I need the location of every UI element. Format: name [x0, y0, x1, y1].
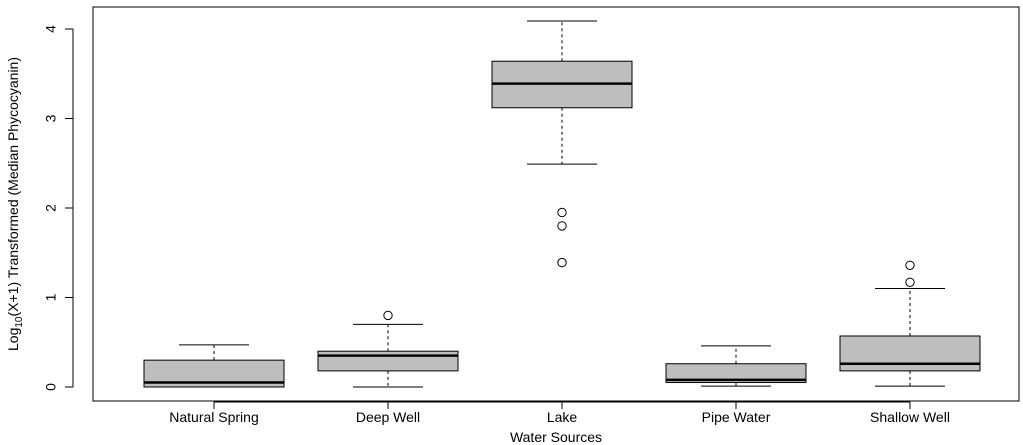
- x-tick-label-0: Natural Spring: [169, 409, 259, 425]
- outlier-1-0: [383, 310, 393, 321]
- box-group-1: [317, 310, 459, 388]
- y-tick-label-2: 2: [43, 204, 59, 212]
- y-axis-title-pre: Log: [5, 328, 21, 351]
- y-axis-title-post: (X+1) Transformed (Median Phycocyanin): [5, 57, 21, 317]
- plot-frame: [92, 6, 1020, 402]
- y-axis: 0 1 2 3 4: [43, 25, 74, 391]
- outlier-4-1: [905, 260, 915, 270]
- outlier-2-2: [557, 207, 567, 218]
- x-tick-label-1: Deep Well: [356, 409, 420, 425]
- outlier-2-0: [557, 257, 567, 268]
- x-axis-title: Water Sources: [510, 429, 602, 445]
- x-tick-label-3: Pipe Water: [702, 409, 771, 425]
- y-axis-title: Log10(X+1) Transformed (Median Phycocyan…: [5, 57, 25, 351]
- y-tick-label-1: 1: [43, 293, 59, 301]
- x-tick-label-4: Shallow Well: [870, 409, 950, 425]
- box-group-3: [665, 345, 807, 387]
- box-group-2: [491, 20, 633, 268]
- box-3: [665, 363, 807, 384]
- outlier-4-0: [905, 277, 915, 287]
- x-axis: Natural Spring Deep Well Lake Pipe Water Sha…: [169, 401, 950, 425]
- y-tick-label-0: 0: [43, 383, 59, 391]
- x-tick-label-2: Lake: [547, 409, 578, 425]
- y-tick-label-4: 4: [43, 25, 59, 33]
- outlier-2-1: [557, 221, 567, 231]
- box-group-0: [143, 344, 285, 388]
- box-group-4: [839, 260, 981, 387]
- boxes-layer: [143, 20, 981, 388]
- y-tick-label-3: 3: [43, 114, 59, 122]
- box-1: [317, 350, 459, 372]
- y-axis-title-sub: 10: [14, 316, 25, 328]
- box-4: [839, 335, 981, 372]
